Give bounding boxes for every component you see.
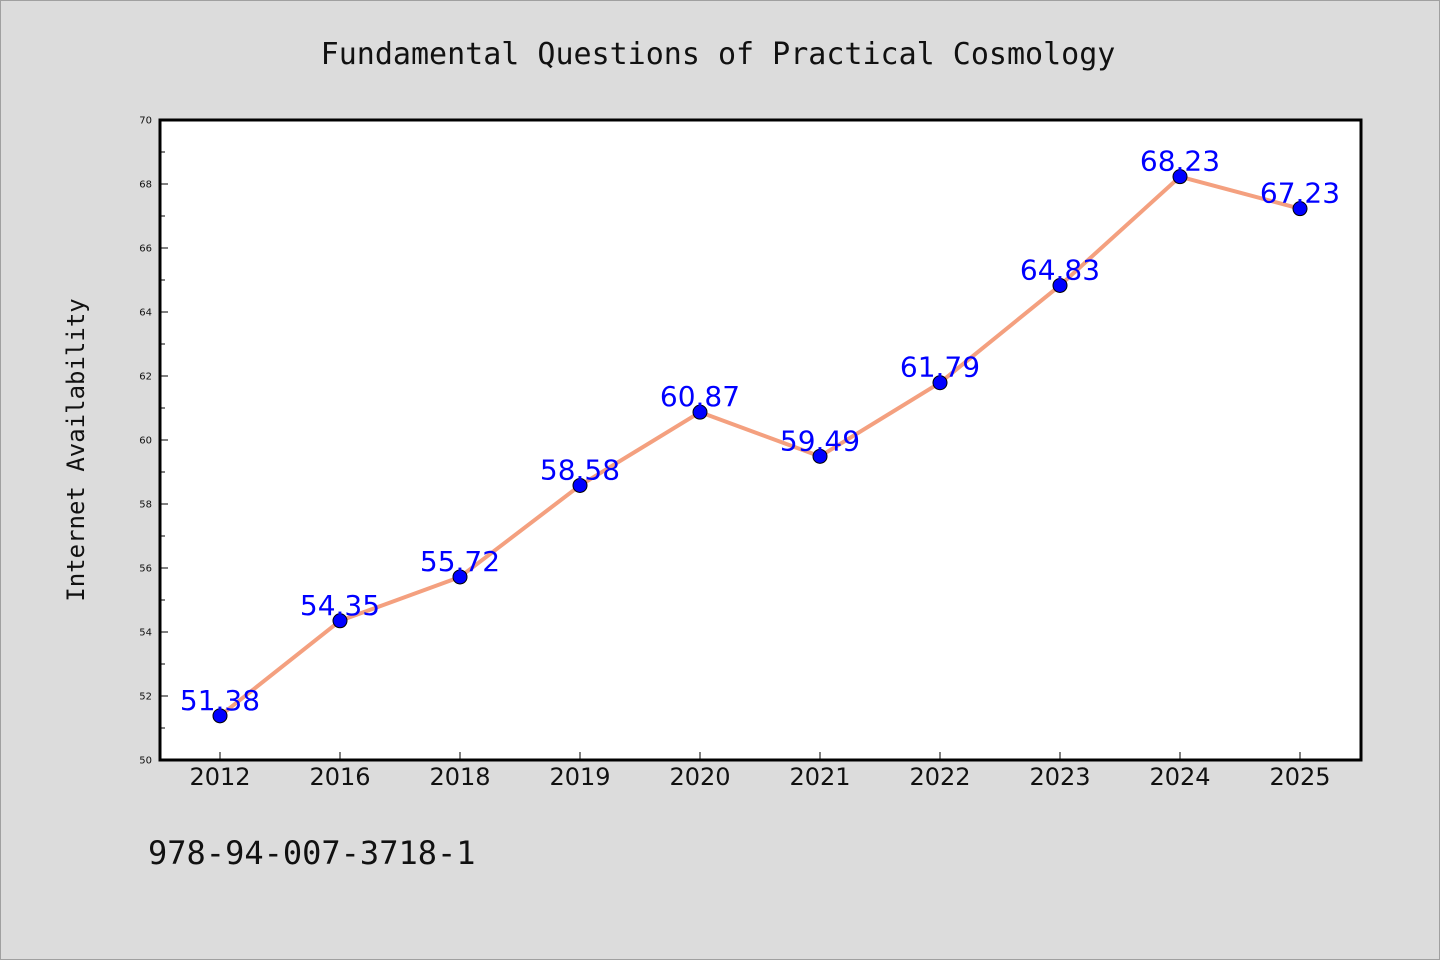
y-tick-label: 68	[139, 180, 152, 191]
y-tick-label: 52	[139, 692, 152, 703]
footnote-isbn: 978-94-007-3718-1	[148, 834, 476, 872]
x-tick-label: 2019	[549, 763, 610, 791]
data-point-label: 58.58	[540, 453, 620, 486]
x-axis-ticks: 2012 2016 2018 2019 2020 2021 2022 2023 2024 2025	[189, 752, 1331, 791]
data-point-marker	[1052, 277, 1068, 293]
y-tick-label: 50	[139, 756, 152, 767]
data-point-marker	[812, 448, 828, 464]
data-point-marker	[1172, 169, 1188, 185]
data-point-label: 67.23	[1260, 177, 1340, 210]
y-tick-label: 56	[139, 564, 152, 575]
data-point-label: 54.35	[300, 589, 380, 622]
x-tick-label: 2016	[309, 763, 370, 791]
data-point-marker	[452, 569, 468, 585]
y-axis-label: Internet Availability	[62, 298, 90, 601]
x-tick-label: 2024	[1149, 763, 1210, 791]
y-tick-label: 66	[139, 244, 152, 255]
data-point-label: 61.79	[900, 351, 980, 384]
y-tick-label: 58	[139, 500, 152, 511]
series-line	[218, 174, 1301, 718]
x-tick-label: 2023	[1029, 763, 1090, 791]
data-point-label: 55.72	[420, 545, 500, 578]
x-tick-label: 2018	[429, 763, 490, 791]
data-point-label: 64.83	[1020, 253, 1100, 286]
y-tick-label: 70	[139, 116, 152, 127]
x-tick-label: 2025	[1269, 763, 1330, 791]
data-markers	[212, 169, 1308, 724]
data-point-marker	[692, 404, 708, 420]
data-point-label: 60.87	[660, 380, 740, 413]
data-point-label: 51.38	[180, 684, 260, 717]
data-point-marker	[332, 613, 348, 629]
y-tick-label: 60	[139, 436, 152, 447]
x-tick-label: 2021	[789, 763, 850, 791]
y-tick-label: 54	[139, 628, 152, 639]
data-point-marker	[932, 375, 948, 391]
y-tick-label: 62	[139, 372, 152, 383]
data-point-label: 68.23	[1140, 145, 1220, 178]
data-point-label: 59.49	[780, 424, 860, 457]
data-point-marker	[572, 477, 588, 493]
x-tick-label: 2022	[909, 763, 970, 791]
data-point-marker	[1292, 201, 1308, 217]
data-point-marker	[212, 708, 228, 724]
chart-title: Fundamental Questions of Practical Cosmo…	[321, 37, 1116, 72]
y-axis-ticks: 50 52 54 56 58 60 62 64 66 68 70	[139, 116, 168, 767]
x-tick-label: 2012	[189, 763, 250, 791]
y-tick-label: 64	[139, 308, 152, 319]
plot-area	[158, 118, 1363, 762]
data-labels: 51.38 54.35 55.72 58.58 60.87 59.49 61.79 64.83…	[180, 145, 1340, 717]
x-tick-label: 2020	[669, 763, 730, 791]
